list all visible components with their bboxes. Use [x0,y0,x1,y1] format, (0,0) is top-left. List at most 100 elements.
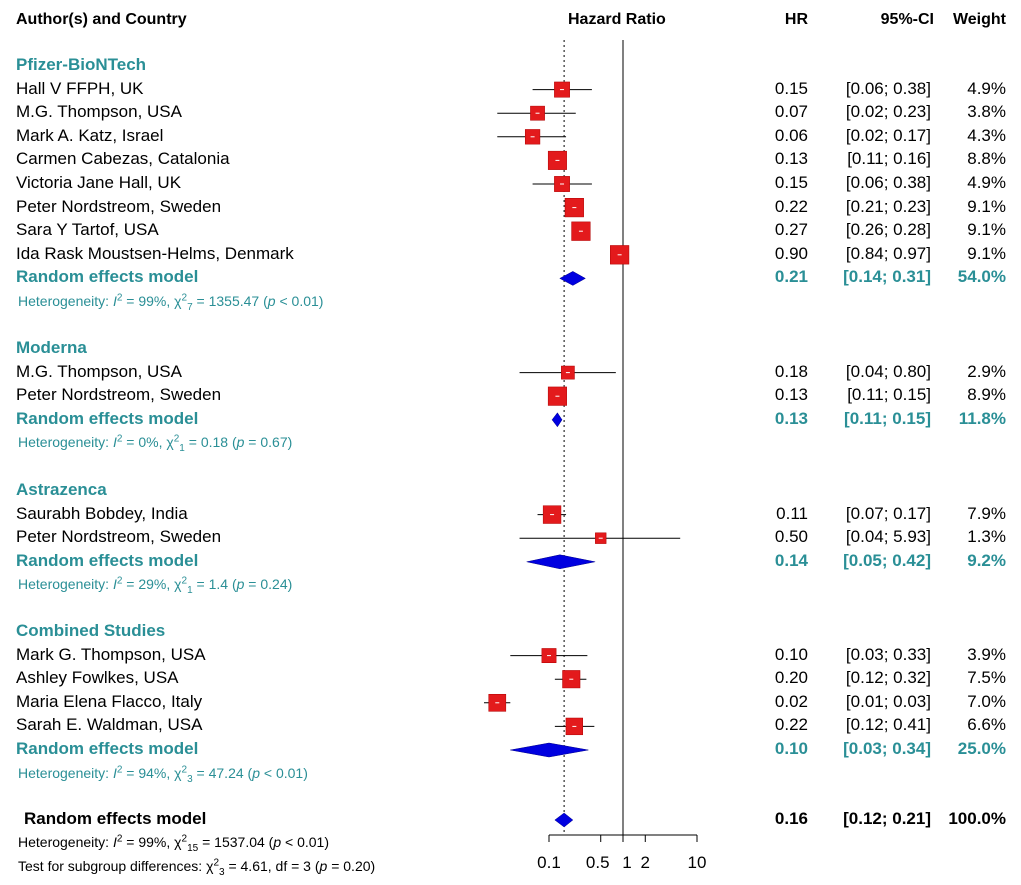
heterogeneity-part: = 1355.47 ( [192,293,268,309]
weight-value: 54.0% [957,267,1006,287]
subgroup-test-part: p [319,858,328,874]
ci-value: [0.11; 0.15] [847,385,931,405]
study-label: Peter Nordstreom, Sweden [16,196,222,216]
heterogeneity-part: = 99%, [122,293,175,309]
subgroup-difference-test: Test for subgroup differences: χ23 = 4.6… [18,856,375,877]
study-label: Victoria Jane Hall, UK [16,173,182,192]
heterogeneity-part: < 0.01) [275,293,324,309]
study-label: Mark A. Katz, Israel [16,125,164,145]
study-label: Peter Nordstreom, Sweden [16,527,222,547]
heterogeneity-part: < 0.01) [281,834,330,850]
ci-value: [0.12; 0.32] [845,668,931,688]
heterogeneity-part: 2 [181,575,188,587]
group-title: Pfizer-BioNTech [16,55,147,74]
hr-value: 0.50 [774,527,808,547]
ci-value: [0.06; 0.38] [845,173,931,192]
header-ci: 95%-CI [880,11,934,28]
heterogeneity-part: χ [174,834,182,850]
ci-value: [0.04; 0.80] [845,361,931,381]
x-tick-label: 1 [622,853,632,872]
ci-value: [0.04; 5.93] [845,527,931,547]
weight-value: 25.0% [957,739,1006,758]
hr-value: 0.22 [774,715,808,735]
heterogeneity-part: Heterogeneity: [18,576,113,593]
heterogeneity-part: p [273,834,282,850]
study-label: Ida Rask Moustsen-Helms, Denmark [16,243,294,263]
x-tick-label: 0.5 [585,853,610,872]
hr-value: 0.10 [774,644,808,664]
ci-value: [0.84; 0.97] [845,243,931,263]
heterogeneity-part: 2 [116,575,123,587]
x-tick-label: 10 [687,853,707,872]
heterogeneity-part: 2 [173,433,180,445]
weight-value: 4.9% [967,173,1006,192]
hr-value: 0.14 [774,550,808,570]
study-label: Hall V FFPH, UK [16,78,144,98]
weight-value: 9.2% [967,550,1006,570]
x-tick-label: 2 [640,853,650,872]
heterogeneity-part: = 47.24 ( [192,764,253,781]
subgroup-diamond [526,554,596,570]
header-hazard-ratio: Hazard Ratio [568,11,666,28]
model-label: Random effects model [16,408,199,428]
heterogeneity-part: = 0.18 ( [184,434,237,451]
heterogeneity-part: = 0.67) [244,434,293,451]
ci-value: [0.12; 0.41] [845,715,931,735]
header-author: Author(s) and Country [16,11,187,28]
heterogeneity-part: p [252,764,260,781]
hr-value: 0.13 [774,149,808,169]
hr-value: 0.07 [774,102,808,122]
model-label: Random effects model [16,739,199,758]
weight-value: 9.1% [967,243,1006,263]
heterogeneity-part: Heterogeneity: [18,834,113,850]
overall-weight: 100.0% [948,809,1006,828]
overall-diamond [554,812,574,828]
weight-value: 7.5% [967,668,1006,688]
weight-value: 6.6% [967,715,1006,735]
heterogeneity-part: I [112,293,117,309]
ci-value: [0.07; 0.17] [845,503,931,523]
hr-value: 0.13 [774,385,808,405]
study-label: M.G. Thompson, USA [16,102,182,122]
group-title: Astrazenca [16,480,107,499]
ci-value: [0.14; 0.31] [843,267,931,287]
weight-value: 7.9% [967,503,1006,523]
heterogeneity-part: χ [174,764,182,781]
model-label: Random effects model [16,550,199,570]
heterogeneity-part: 2 [116,433,123,445]
heterogeneity-part: χ [166,434,174,451]
ci-value: [0.21; 0.23] [845,196,931,216]
heterogeneity-part: 1 [187,585,193,597]
hr-value: 0.06 [774,125,808,145]
heterogeneity-part: 2 [116,833,123,845]
subgroup-test-part: χ [206,858,214,874]
heterogeneity-part: = 0%, [122,434,167,451]
weight-value: 1.3% [967,527,1006,547]
hr-value: 0.02 [774,691,808,711]
hr-value: 0.10 [774,739,808,758]
weight-value: 4.9% [967,78,1006,98]
weight-value: 8.8% [967,149,1006,169]
heterogeneity-part: 2 [181,763,188,775]
study-label: M.G. Thompson, USA [16,361,182,381]
overall-ci: [0.12; 0.21] [843,809,931,828]
ci-value: [0.06; 0.38] [845,78,931,98]
overall-model-label: Random effects model [24,809,207,828]
heterogeneity-part: I [112,764,117,781]
ci-value: [0.02; 0.23] [845,102,931,122]
study-label: Maria Elena Flacco, Italy [16,691,203,711]
subgroup-heterogeneity: Heterogeneity: I2 = 0%, χ21 = 0.18 (p = … [18,432,293,453]
hr-value: 0.18 [774,361,808,381]
heterogeneity-part: = 0.24) [244,576,293,593]
heterogeneity-part: 2 [181,833,188,845]
model-label: Random effects model [16,267,199,287]
heterogeneity-part: = 1537.04 ( [198,834,274,850]
heterogeneity-part: χ [174,576,182,593]
subgroup-test-part: 2 [213,857,219,869]
study-label: Peter Nordstreom, Sweden [16,385,222,405]
overall-hr: 0.16 [774,809,808,828]
subgroup-diamond [510,742,589,758]
heterogeneity-part: p [236,434,245,451]
heterogeneity-part: 2 [116,763,123,775]
